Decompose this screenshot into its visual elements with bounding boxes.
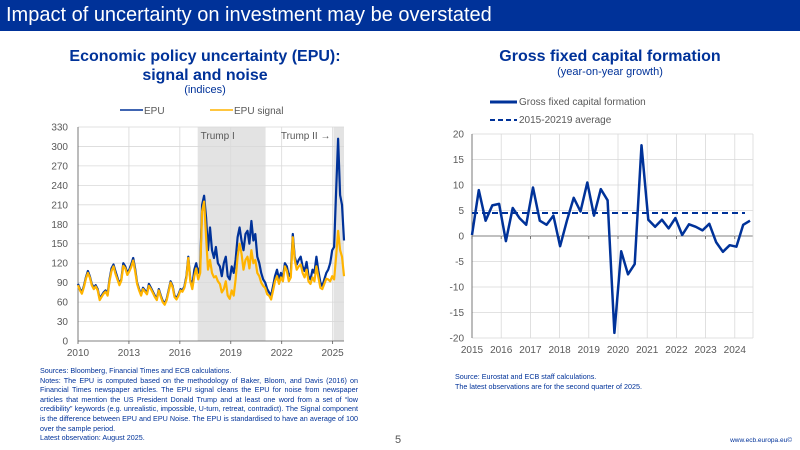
- y-tick-label: 60: [57, 298, 69, 309]
- y-tick-label: 240: [51, 181, 68, 192]
- x-tick-label: 2016: [490, 345, 513, 356]
- x-tick-label: 2021: [636, 345, 659, 356]
- page-number: 5: [395, 434, 402, 446]
- gfcf-chart-title: Gross fixed capital formation: [499, 48, 721, 65]
- legend-epu-label: EPU: [144, 106, 165, 117]
- epu-sources: Sources: Bloomberg, Financial Times and …: [40, 366, 232, 375]
- legend-epu-signal-label: EPU signal: [234, 106, 283, 117]
- y-tick-label: 180: [51, 220, 68, 231]
- shade-label-trump-1: Trump I: [201, 131, 235, 142]
- y-tick-label: 20: [453, 130, 465, 141]
- x-tick-label: 2019: [578, 345, 601, 356]
- y-tick-label: 30: [57, 317, 69, 328]
- x-tick-label: 2025: [322, 348, 345, 359]
- y-tick-label: -10: [450, 283, 465, 294]
- y-tick-label: -5: [455, 257, 464, 268]
- x-tick-label: 2023: [694, 345, 717, 356]
- y-tick-label: -20: [450, 334, 465, 345]
- y-tick-label: 15: [453, 155, 465, 166]
- y-tick-label: 150: [51, 239, 68, 250]
- epu-chart: 0 30 60 90 120 150 180 210 240 270 300 330 2010 2013 2…: [51, 106, 346, 359]
- y-tick-label: -15: [450, 308, 465, 319]
- epu-chart-title-line1: Economic policy uncertainty (EPU):: [69, 48, 341, 65]
- series-gfcf-line: [470, 143, 751, 335]
- epu-latest-observation: Latest observation: August 2025.: [40, 433, 145, 443]
- footer-url[interactable]: www.ecb.europa.eu©: [730, 437, 792, 444]
- shade-label-trump-2: Trump II →: [281, 131, 331, 142]
- epu-chart-notes: Sources: Bloomberg, Financial Times and …: [40, 366, 358, 443]
- y-tick-label: 10: [453, 181, 465, 192]
- x-tick-label: 2018: [548, 345, 571, 356]
- legend-gfcf-label: Gross fixed capital formation: [519, 97, 646, 108]
- x-tick-label: 2013: [118, 348, 141, 359]
- epu-chart-title: Economic policy uncertainty (EPU): signa…: [40, 47, 370, 85]
- x-tick-label: 2020: [607, 345, 630, 356]
- x-tick-label: 2022: [665, 345, 688, 356]
- x-tick-label: 2019: [220, 348, 243, 359]
- epu-notes-body: Notes: The EPU is computed based on the …: [40, 375, 358, 433]
- x-tick-label: 2016: [169, 348, 192, 359]
- x-tick-label: 2017: [519, 345, 542, 356]
- y-tick-label: 330: [51, 123, 68, 134]
- gfcf-latest-observation: The latest observations are for the seco…: [455, 381, 642, 391]
- y-tick-label: 5: [458, 206, 464, 217]
- y-tick-label: 210: [51, 200, 68, 211]
- y-tick-label: 270: [51, 161, 68, 172]
- gfcf-chart-subtitle: (year-on-year growth): [557, 66, 663, 78]
- series-epu-signal-line: [76, 200, 346, 306]
- y-tick-label: 0: [458, 232, 464, 243]
- gfcf-sources: Source: Eurostat and ECB staff calculati…: [455, 372, 597, 381]
- x-tick-label: 2022: [271, 348, 294, 359]
- epu-chart-subtitle: (indices): [184, 84, 226, 96]
- y-tick-label: 90: [57, 278, 69, 289]
- gfcf-chart: -20 -15 -10 -5 0 5 10 15 20 2015 2016 2017 2018 2019 2…: [450, 97, 754, 356]
- x-tick-label: 2015: [461, 345, 484, 356]
- y-tick-label: 300: [51, 142, 68, 153]
- epu-chart-title-line2: signal and noise: [142, 67, 268, 84]
- gfcf-chart-notes: Source: Eurostat and ECB staff calculati…: [455, 372, 785, 391]
- slide-title: Impact of uncertainty on investment may …: [6, 4, 492, 26]
- slide-header: Impact of uncertainty on investment may …: [0, 0, 800, 31]
- y-tick-label: 120: [51, 259, 68, 270]
- y-tick-label: 0: [62, 337, 68, 348]
- x-tick-label: 2010: [67, 348, 90, 359]
- x-tick-label: 2024: [724, 345, 747, 356]
- legend-average-label: 2015-20219 average: [519, 115, 612, 126]
